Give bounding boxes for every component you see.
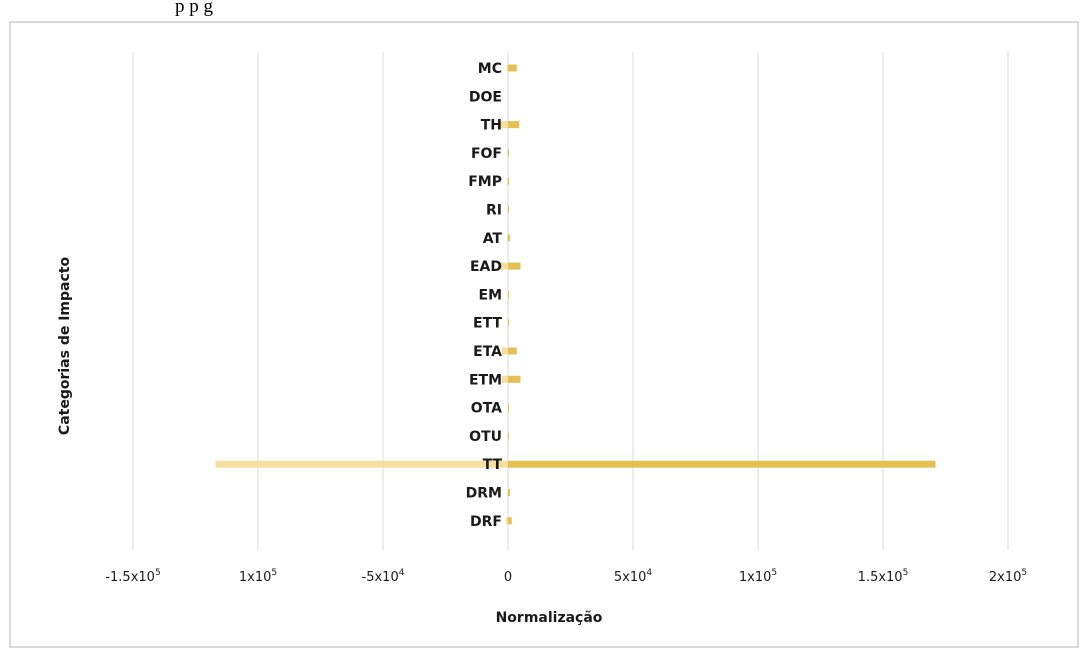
x-tick-label-7: 2x105 [989,568,1027,585]
category-label-ri: RI [486,203,502,219]
bar-etm-s0 [501,375,508,383]
category-label-ota: OTA [471,401,502,417]
bar-at-s1 [508,234,510,242]
bar-th-s1 [508,121,520,129]
bar-drm-s1 [508,489,510,496]
category-label-ead: EAD [470,259,502,275]
bars [215,64,936,525]
bar-etm-s1 [508,375,521,383]
bar-fmp-s1 [508,177,510,185]
category-label-mc: MC [478,61,502,77]
bar-drf-s1 [508,517,512,525]
bar-fof-s0 [507,149,509,157]
bar-fof-s1 [508,149,509,157]
category-label-drm: DRM [466,486,502,502]
category-label-eta: ETA [473,344,502,360]
bar-em-s1 [508,290,509,298]
category-label-fof: FOF [471,146,502,162]
category-labels: MC DOE TH FOF FMP RI AT EAD EM ETT ETA ETM OTA OTU TT D… [466,61,503,530]
bar-fmp-s0 [507,177,509,185]
gridlines [132,52,1009,550]
x-tick-label-6: 1.5x105 [858,568,909,585]
category-label-at: AT [483,231,503,247]
x-tick-label-0: -1.5x105 [105,568,160,585]
bar-mc-s1 [508,64,517,72]
category-label-em: EM [479,287,503,303]
x-tick-label-1: 1x105 [239,568,277,585]
bar-ett-s1 [508,319,509,327]
x-tick-label-2: -5x104 [362,568,405,585]
category-label-doe: DOE [469,89,502,105]
bar-ri-s1 [508,206,509,213]
x-tick-labels: -1.5x105 1x105 -5x104 0 5x104 1x105 1.5x105 2x1… [105,568,1027,585]
x-axis-title: Normalização [496,610,603,626]
category-label-th: TH [481,118,502,134]
bar-ead-s1 [508,262,521,270]
bar-drm-s0 [507,489,509,496]
caption-fragment: p p g [175,0,214,17]
bar-ead-s0 [499,262,508,270]
bar-ota-s1 [508,404,509,412]
category-label-ett: ETT [473,316,502,332]
category-label-drf: DRF [470,514,502,530]
category-label-tt: TT [483,457,503,473]
x-tick-label-5: 1x105 [739,568,777,585]
bar-th-s0 [500,121,508,129]
x-tick-label-3: 0 [504,570,512,585]
bar-eta-s1 [508,347,517,355]
y-axis-title: Categorias de Impacto [57,257,73,436]
bar-eta-s0 [501,347,508,355]
bar-at-s0 [507,234,509,242]
category-label-otu: OTU [469,429,502,445]
bar-drf-s0 [506,517,508,525]
category-label-fmp: FMP [468,174,502,190]
bar-tt-s0 [215,460,508,468]
bar-tt-s1 [508,460,936,468]
chart-frame [9,21,1079,648]
category-label-etm: ETM [469,372,502,388]
bar-otu-s1 [508,432,509,440]
bar-mc-s0 [506,64,508,72]
x-tick-label-4: 5x104 [614,568,653,585]
